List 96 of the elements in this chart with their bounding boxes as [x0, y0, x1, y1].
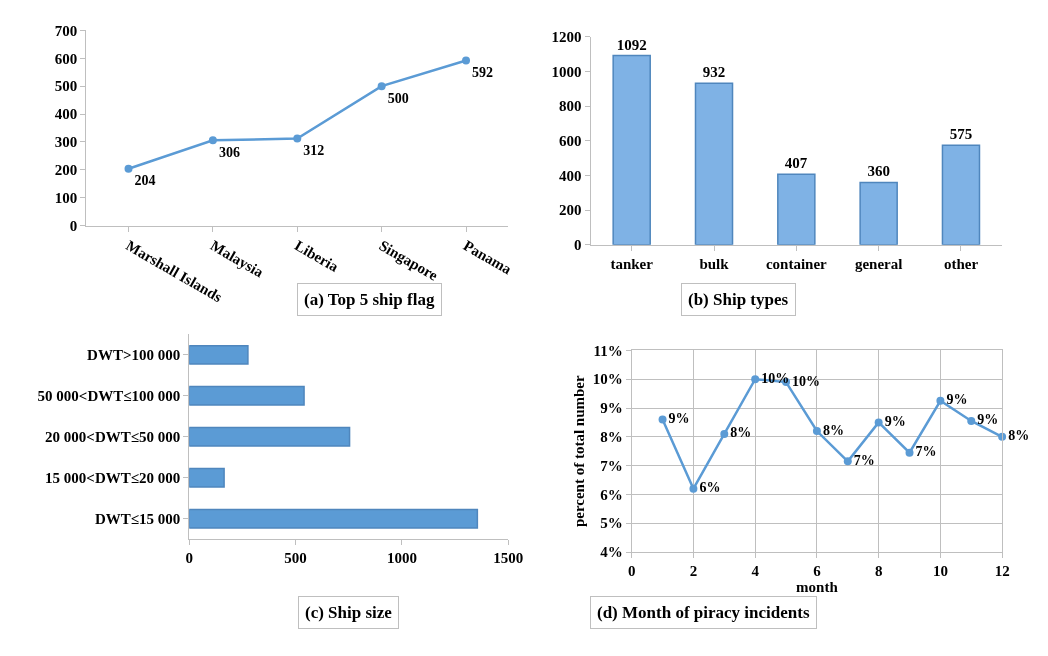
y-tick-label: 500 — [54, 78, 78, 95]
x-tick-label: general — [854, 255, 903, 272]
y-tick-label: 7% — [600, 457, 623, 474]
y-tick-label: 200 — [559, 202, 582, 219]
x-tick-label: container — [765, 255, 828, 272]
y-tick-label: 700 — [54, 22, 78, 39]
x-tick-label: bulk — [699, 255, 730, 272]
x-tick-label: 2 — [689, 563, 698, 579]
y-tick-label: 0 — [69, 217, 78, 234]
x-tick-label: 0 — [185, 550, 193, 567]
data-label: 9% — [884, 413, 906, 429]
text: (a) Top 5 ship flag — [304, 290, 435, 309]
y-tick-label: 200 — [54, 162, 78, 179]
data-label: 9% — [946, 392, 968, 408]
point — [967, 416, 976, 425]
data-label: 312 — [303, 143, 325, 159]
data-label: 8% — [822, 422, 844, 438]
point — [843, 457, 852, 466]
data-label: 6% — [699, 480, 721, 496]
point — [208, 136, 217, 145]
data-label: 204 — [134, 173, 156, 189]
x-tick-label: 0 — [627, 563, 636, 579]
y-tick-label: 300 — [54, 134, 78, 151]
y-tick-label: 100 — [54, 189, 78, 206]
data-label: 500 — [387, 90, 409, 106]
y-tick-label: DWT≤15 000 — [94, 510, 181, 527]
y-tick-label: 10% — [592, 371, 623, 388]
text: (c) Ship size — [305, 603, 393, 622]
x-tick-label: 8 — [874, 563, 883, 579]
data-label: 9% — [977, 412, 999, 428]
point — [751, 375, 760, 384]
data-label: 575 — [949, 126, 973, 143]
point — [462, 56, 471, 65]
bar — [189, 426, 351, 447]
data-label: 7% — [915, 444, 937, 460]
data-label: 360 — [867, 163, 890, 180]
data-label: 10% — [792, 373, 821, 389]
point — [998, 432, 1007, 441]
bar — [189, 508, 479, 529]
point — [124, 164, 133, 173]
point — [874, 418, 883, 427]
x-tick-label: 1000 — [386, 550, 417, 567]
y-tick-label: 50 000<DWT≤100 000 — [37, 388, 181, 405]
x-tick-label: 6 — [813, 563, 822, 579]
y-tick-label: 8% — [600, 429, 623, 446]
y-tick-label: 600 — [559, 133, 582, 150]
point — [936, 396, 945, 405]
x-tick-label: 12 — [994, 563, 1010, 579]
data-label: 1092 — [616, 36, 647, 53]
bar — [859, 181, 898, 245]
bar — [694, 82, 734, 245]
bar — [189, 344, 249, 365]
point — [905, 448, 914, 457]
data-label: 592 — [472, 65, 494, 81]
y-tick-label: 5% — [600, 515, 623, 532]
point — [377, 82, 386, 91]
y-tick-label: 6% — [600, 486, 623, 503]
point — [658, 415, 667, 424]
x-tick-label: 500 — [284, 550, 307, 567]
data-label: 8% — [730, 425, 752, 441]
x-tick-label: 4 — [751, 563, 760, 579]
y-tick-label: 1000 — [551, 63, 582, 80]
y-tick-label: 11% — [593, 342, 623, 359]
y-axis-title: percent of total number — [570, 374, 587, 528]
bar — [777, 173, 816, 245]
data-label: 306 — [218, 144, 240, 160]
x-tick-label: tanker — [610, 255, 654, 272]
y-tick-label: 600 — [54, 50, 78, 67]
y-tick-label: 1200 — [551, 29, 582, 46]
text: (d) Month of piracy incidents — [597, 603, 810, 622]
data-label: 9% — [668, 411, 690, 427]
y-tick-label: 20 000<DWT≤50 000 — [45, 429, 181, 446]
bar — [941, 144, 981, 245]
y-tick-label: 400 — [54, 106, 78, 123]
data-label: 932 — [702, 64, 726, 81]
x-tick-label: other — [943, 255, 979, 272]
bar — [189, 467, 225, 488]
x-tick-label: 1500 — [493, 550, 524, 567]
y-tick-label: 9% — [600, 400, 623, 417]
data-label: 8% — [1008, 428, 1030, 444]
text: (b) Ship types — [688, 290, 789, 309]
data-label: 407 — [784, 155, 808, 172]
point — [293, 134, 302, 143]
x-axis-title: month — [796, 579, 839, 595]
point — [689, 484, 698, 493]
y-tick-label: 800 — [559, 98, 582, 115]
y-tick-label: 4% — [600, 544, 623, 561]
y-tick-label: 15 000<DWT≤20 000 — [45, 470, 181, 487]
data-label: 7% — [853, 452, 875, 468]
y-tick-label: DWT>100 000 — [87, 347, 181, 364]
x-tick-label: 10 — [932, 563, 948, 579]
y-tick-label: 400 — [559, 167, 582, 184]
point — [812, 427, 821, 436]
bar — [189, 385, 305, 406]
point — [720, 429, 729, 438]
bar — [612, 54, 651, 245]
